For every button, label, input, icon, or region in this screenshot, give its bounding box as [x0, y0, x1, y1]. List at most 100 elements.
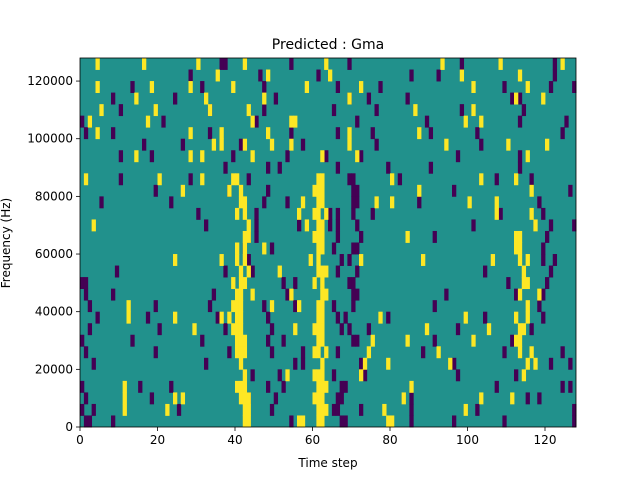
- heatmap-cell-high: [316, 334, 321, 347]
- heatmap-cell-high: [285, 369, 290, 382]
- heatmap-cell-low: [351, 184, 356, 197]
- heatmap-cell-low: [80, 115, 85, 128]
- plot-frame: [79, 57, 577, 428]
- heatmap-cell-low: [355, 115, 360, 128]
- heatmap-cell-high: [316, 369, 321, 382]
- heatmap-cell-high: [312, 346, 317, 359]
- heatmap-cell-high: [238, 380, 244, 393]
- y-axis: 0 20000 40000 60000 80000 100000 120000: [27, 74, 80, 434]
- heatmap-cell-high: [235, 334, 240, 347]
- heatmap-cell-low: [502, 346, 507, 359]
- heatmap-cell-high: [366, 346, 372, 359]
- heatmap-cell-high: [517, 288, 523, 301]
- heatmap-cell-high: [316, 219, 321, 232]
- heatmap-cell-high: [494, 207, 499, 220]
- heatmap-cell-low: [95, 311, 100, 324]
- heatmap-cell-low: [138, 380, 143, 393]
- heatmap-cell-low: [343, 380, 348, 393]
- heatmap-cell-high: [320, 334, 325, 347]
- heatmap-cell-high: [157, 173, 162, 186]
- heatmap-cell-high: [238, 334, 244, 347]
- heatmap-cell-high: [517, 242, 523, 255]
- heatmap-cell-low: [548, 81, 554, 93]
- heatmap-cell-low: [374, 104, 379, 117]
- heatmap-cell-high: [238, 196, 244, 209]
- heatmap-cell-high: [362, 357, 368, 370]
- heatmap-cell-low: [223, 161, 228, 174]
- heatmap-cell-high: [238, 346, 244, 359]
- heatmap-cell-low: [560, 346, 565, 359]
- heatmap-cell-low: [529, 323, 534, 336]
- heatmap-cell-low: [335, 81, 341, 93]
- x-tick-label: 0: [76, 433, 84, 447]
- heatmap-cell-high: [126, 311, 131, 324]
- heatmap-cell-high: [312, 184, 317, 197]
- heatmap-cell-high: [525, 311, 530, 324]
- heatmap-cell-low: [545, 277, 550, 290]
- heatmap-cell-high: [227, 184, 232, 197]
- heatmap-cell-high: [390, 173, 395, 186]
- heatmap-cell-high: [250, 115, 255, 128]
- heatmap-cell-high: [479, 392, 484, 405]
- heatmap-cell-high: [413, 104, 418, 117]
- heatmap-cell-low: [316, 69, 321, 82]
- heatmap-cell-low: [83, 127, 89, 140]
- y-tick-label: 0: [65, 420, 73, 434]
- heatmap-cell-high: [235, 323, 240, 336]
- x-tick-label: 100: [456, 433, 479, 447]
- heatmap-cell-low: [238, 138, 244, 151]
- heatmap-cell-high: [304, 81, 310, 93]
- heatmap-cell-low: [362, 369, 368, 382]
- heatmap-cell-low: [250, 369, 255, 382]
- heatmap-cell-low: [347, 173, 352, 186]
- heatmap-cell-low: [331, 104, 337, 117]
- heatmap-cell-high: [316, 254, 321, 266]
- heatmap-cell-low: [409, 69, 414, 82]
- heatmap-cell-low: [552, 58, 558, 70]
- heatmap-cell-high: [242, 369, 248, 382]
- heatmap-cell-high: [324, 265, 329, 278]
- heatmap-cell-high: [188, 81, 193, 93]
- heatmap-cell-low: [285, 150, 290, 163]
- heatmap-cell-high: [246, 230, 251, 243]
- heatmap-cell-high: [316, 323, 321, 336]
- heatmap-cell-low: [459, 58, 465, 70]
- heatmap-cell-high: [417, 184, 422, 197]
- heatmap-cell-low: [537, 300, 542, 313]
- heatmap-cell-low: [169, 380, 174, 393]
- heatmap-cell-low: [444, 288, 449, 301]
- heatmap-cell-high: [219, 138, 224, 151]
- heatmap-cell-low: [351, 334, 356, 347]
- heatmap-cell-low: [339, 380, 344, 393]
- heatmap-cell-high: [498, 58, 503, 70]
- heatmap-cell-high: [204, 92, 209, 105]
- heatmap-cell-low: [347, 58, 352, 70]
- heatmap-cell-low: [560, 127, 565, 140]
- heatmap-cell-low: [366, 92, 372, 105]
- heatmap-cell-high: [320, 357, 325, 370]
- heatmap-cell-low: [409, 392, 414, 405]
- heatmap-cell-high: [471, 104, 476, 117]
- heatmap-cell-high: [324, 380, 329, 393]
- heatmap-cell-high: [510, 392, 515, 405]
- heatmap-cell-high: [200, 173, 205, 186]
- heatmap-cell-low: [293, 300, 298, 313]
- heatmap-cell-high: [207, 104, 213, 117]
- heatmap-cell-low: [130, 334, 135, 347]
- heatmap-cell-low: [114, 265, 120, 278]
- heatmap-cell-low: [424, 115, 430, 128]
- heatmap-cell-high: [521, 277, 527, 290]
- heatmap-cell-low: [517, 115, 523, 128]
- heatmap-cell-high: [316, 184, 321, 197]
- heatmap-cell-high: [347, 92, 352, 105]
- heatmap-cell-low: [335, 230, 341, 243]
- heatmap-cell-high: [219, 311, 224, 324]
- heatmap-cell-low: [80, 380, 85, 393]
- heatmap-cell-low: [142, 138, 147, 151]
- heatmap-cell-high: [91, 219, 96, 232]
- heatmap-cell-high: [324, 346, 329, 359]
- heatmap-cell-high: [235, 300, 240, 313]
- heatmap-cell-low: [537, 196, 542, 209]
- heatmap-cell-high: [173, 254, 178, 266]
- heatmap-cell-high: [560, 58, 565, 70]
